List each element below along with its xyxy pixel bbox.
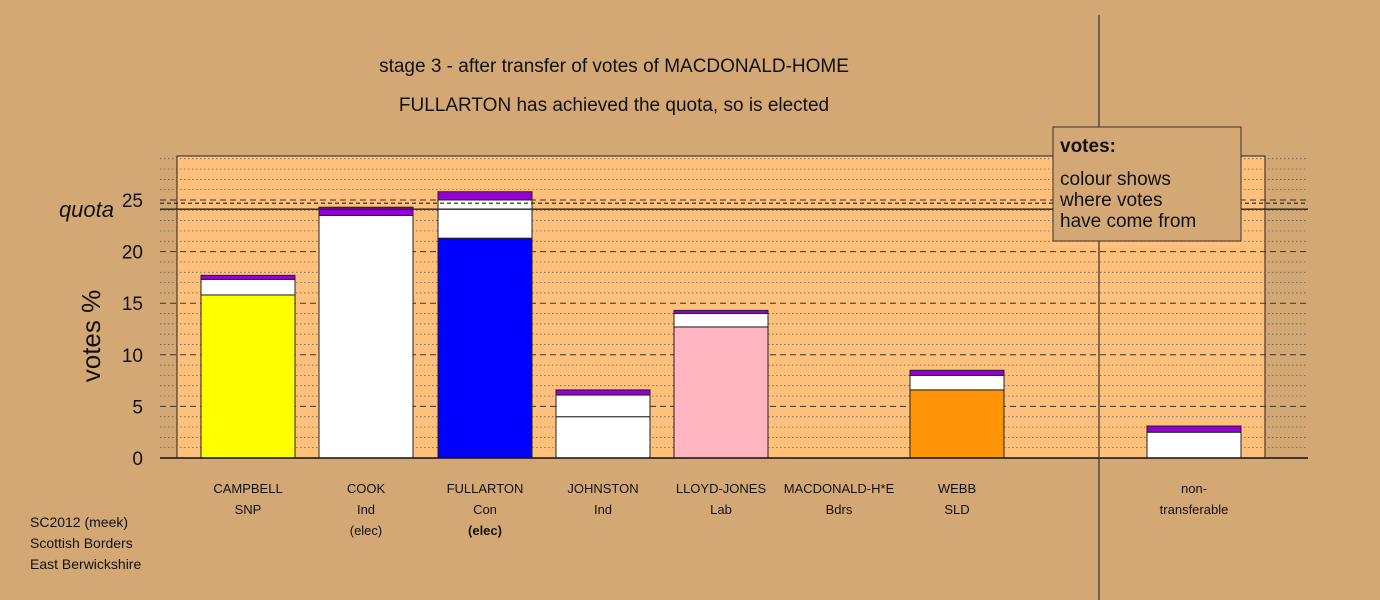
y-tick-label: 10 bbox=[122, 346, 143, 367]
category-party-label: Con bbox=[473, 502, 497, 517]
category-elected-label: (elec) bbox=[468, 523, 502, 538]
legend-box bbox=[1052, 126, 1242, 242]
quota-label: quota bbox=[59, 197, 114, 222]
category-party-label: SLD bbox=[944, 502, 969, 517]
category-name-label: LLOYD-JONES bbox=[676, 481, 767, 496]
category-party-label: Ind bbox=[357, 502, 375, 517]
footer-ward: East Berwickshire bbox=[30, 556, 142, 572]
bar-segment bbox=[555, 416, 651, 459]
bar-segment bbox=[437, 191, 533, 201]
category-name-label: COOK bbox=[347, 481, 386, 496]
category-name-label: JOHNSTON bbox=[567, 481, 638, 496]
footer: SC2012 (meek) Scottish Borders East Berw… bbox=[30, 512, 141, 575]
category-name-label: MACDONALD-H*E bbox=[784, 481, 895, 496]
bar-segment bbox=[437, 199, 533, 239]
category-elected-label: (elec) bbox=[350, 523, 383, 538]
category-party-label: Bdrs bbox=[826, 502, 853, 517]
legend-line-2: where votes bbox=[1059, 190, 1162, 211]
category-labels: CAMPBELL SNP COOK Ind (elec) FULLARTON Con (ele… bbox=[213, 481, 1228, 538]
y-tick-label: 15 bbox=[122, 294, 143, 315]
legend-title: votes: bbox=[1060, 136, 1116, 157]
bar-segment bbox=[200, 294, 296, 459]
y-tick-label: 25 bbox=[122, 191, 143, 212]
footer-election: SC2012 (meek) bbox=[30, 514, 129, 530]
category-party-label: transferable bbox=[1160, 502, 1229, 517]
bars bbox=[200, 191, 1242, 459]
bar-segment bbox=[909, 374, 1005, 391]
category-party-label: Lab bbox=[710, 502, 732, 517]
bar-segment bbox=[200, 274, 296, 280]
y-tick-label: 5 bbox=[132, 397, 143, 418]
category-name-label: FULLARTON bbox=[447, 481, 524, 496]
bar-segment bbox=[1146, 431, 1242, 459]
bar-segment bbox=[909, 369, 1005, 376]
legend-line-3: have come from bbox=[1060, 211, 1196, 232]
category-party-label: SNP bbox=[235, 502, 262, 517]
chart-title: stage 3 - after transfer of votes of MAC… bbox=[379, 56, 849, 77]
bar-segment bbox=[673, 313, 769, 328]
category-name-label: CAMPBELL bbox=[213, 481, 282, 496]
bar-segment bbox=[673, 309, 769, 315]
bar-segment bbox=[437, 237, 533, 459]
footer-council: Scottish Borders bbox=[30, 535, 133, 551]
legend: votes: colour shows where votes have com… bbox=[1052, 126, 1242, 242]
y-axis-label: votes % bbox=[76, 290, 106, 383]
y-tick-label: 0 bbox=[132, 449, 143, 470]
category-name-label: non- bbox=[1181, 481, 1207, 496]
bar-segment bbox=[909, 389, 1005, 459]
legend-line-1: colour shows bbox=[1060, 169, 1171, 190]
bar-segment bbox=[555, 389, 651, 396]
bar-segment bbox=[318, 206, 414, 216]
category-party-label: Ind bbox=[594, 502, 612, 517]
category-name-label: WEBB bbox=[938, 481, 976, 496]
bar-segment bbox=[318, 214, 414, 459]
bar-segment bbox=[555, 394, 651, 418]
bar-segment bbox=[673, 326, 769, 459]
chart-subtitle: FULLARTON has achieved the quota, so is … bbox=[399, 95, 829, 116]
bar-segment bbox=[1146, 425, 1242, 433]
bar-segment bbox=[200, 278, 296, 296]
y-tick-label: 20 bbox=[122, 243, 143, 264]
